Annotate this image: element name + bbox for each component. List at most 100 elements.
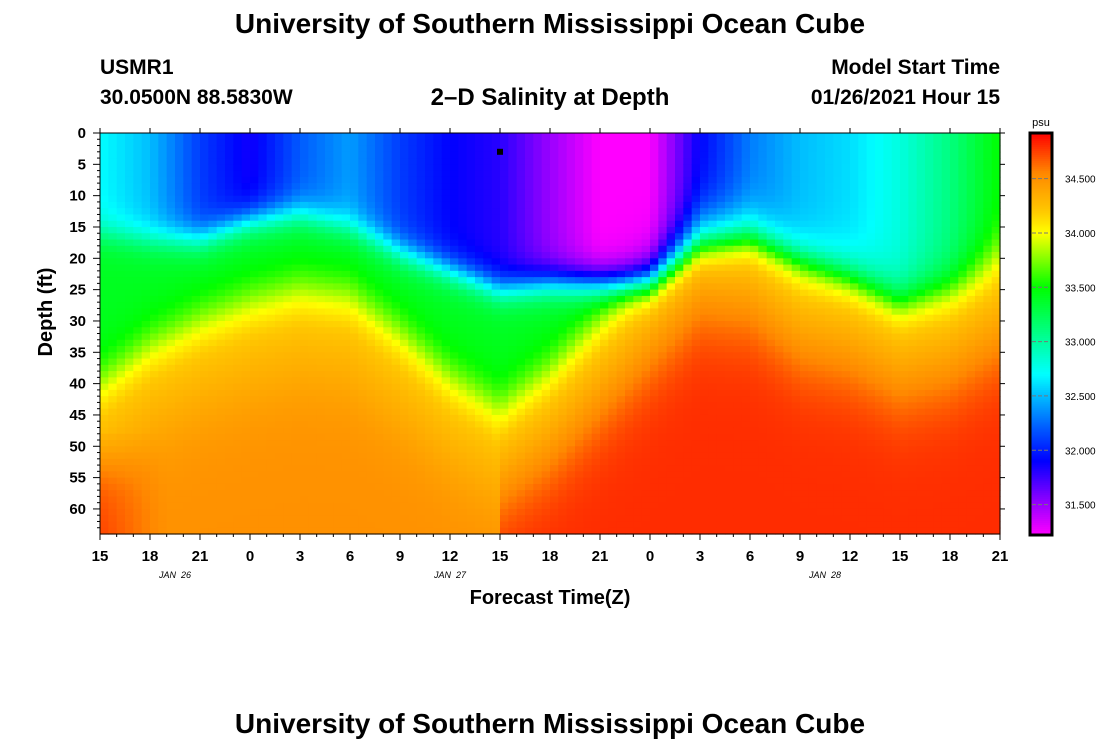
heatmap-cell <box>725 308 734 316</box>
heatmap-cell <box>341 414 351 422</box>
heatmap-cell <box>383 320 393 328</box>
heatmap-cell <box>475 195 484 203</box>
heatmap-cell <box>641 508 651 516</box>
heatmap-cell <box>458 458 468 466</box>
heatmap-cell <box>650 239 659 247</box>
heatmap-cell <box>658 295 668 303</box>
heatmap-cell <box>591 277 601 284</box>
heatmap-cell <box>658 214 668 222</box>
heatmap-cell <box>450 208 459 216</box>
heatmap-cell <box>416 258 426 266</box>
heatmap-cell <box>375 446 384 454</box>
heatmap-cell <box>316 458 326 466</box>
heatmap-cell <box>741 477 751 485</box>
heatmap-cell <box>716 183 726 190</box>
heatmap-cell <box>108 389 118 397</box>
heatmap-cell <box>483 195 493 203</box>
heatmap-cell <box>433 258 443 266</box>
heatmap-cell <box>233 183 243 190</box>
heatmap-cell <box>566 139 576 147</box>
heatmap-cell <box>150 396 159 404</box>
heatmap-cell <box>625 302 634 310</box>
heatmap-cell <box>408 396 418 404</box>
heatmap-cell <box>608 402 618 410</box>
heatmap-cell <box>350 402 359 410</box>
heatmap-cell <box>208 446 218 454</box>
heatmap-cell <box>100 258 109 266</box>
heatmap-cell <box>125 314 134 322</box>
heatmap-cell <box>133 295 143 303</box>
heatmap-cell <box>608 508 618 516</box>
heatmap-cell <box>183 208 193 216</box>
heatmap-cell <box>600 295 609 303</box>
heatmap-cell <box>675 145 684 153</box>
heatmap-cell <box>508 158 518 165</box>
heatmap-cell <box>733 515 743 523</box>
heatmap-cell <box>300 252 309 259</box>
heatmap-cell <box>508 527 518 535</box>
heatmap-cell <box>591 239 601 247</box>
heatmap-cell <box>233 264 243 272</box>
heatmap-cell <box>358 151 368 159</box>
heatmap-cell <box>375 245 384 253</box>
heatmap-cell <box>308 151 318 159</box>
heatmap-cell <box>316 496 326 504</box>
heatmap-cell <box>558 195 568 203</box>
heatmap-cell <box>700 440 709 447</box>
heatmap-cell <box>341 183 351 190</box>
heatmap-cell <box>458 402 468 410</box>
heatmap-cell <box>391 320 401 328</box>
heatmap-cell <box>666 327 676 335</box>
heatmap-cell <box>725 490 734 498</box>
heatmap-cell <box>325 201 334 209</box>
heatmap-cell <box>216 402 226 410</box>
heatmap-cell <box>200 289 209 297</box>
heatmap-cell <box>350 333 359 341</box>
heatmap-cell <box>316 471 326 479</box>
heatmap-cell <box>458 465 468 472</box>
heatmap-cell <box>408 201 418 209</box>
heatmap-cell <box>441 471 451 479</box>
heatmap-cell <box>508 440 518 447</box>
heatmap-cell <box>533 158 543 165</box>
heatmap-cell <box>241 289 251 297</box>
heatmap-cell <box>716 477 726 485</box>
heatmap-cell <box>391 145 401 153</box>
heatmap-cell <box>275 151 284 159</box>
heatmap-cell <box>316 145 326 153</box>
heatmap-cell <box>633 527 643 535</box>
heatmap-cell <box>475 189 484 197</box>
heatmap-cell <box>716 145 726 153</box>
heatmap-cell <box>433 383 443 391</box>
heatmap-cell <box>516 201 526 209</box>
heatmap-cell <box>225 176 234 184</box>
heatmap-cell <box>216 252 226 259</box>
heatmap-cell <box>716 302 726 310</box>
heatmap-cell <box>516 396 526 404</box>
heatmap-cell <box>600 214 609 222</box>
heatmap-cell <box>300 465 309 472</box>
heatmap-cell <box>258 252 268 259</box>
heatmap-cell <box>425 226 434 234</box>
heatmap-cell <box>208 414 218 422</box>
heatmap-cell <box>391 327 401 335</box>
heatmap-cell <box>700 270 709 278</box>
heatmap-cell <box>475 452 484 460</box>
heatmap-cell <box>625 183 634 190</box>
heatmap-cell <box>158 352 168 360</box>
heatmap-cell <box>133 245 143 253</box>
heatmap-cell <box>733 446 743 454</box>
heatmap-cell <box>241 396 251 404</box>
heatmap-cell <box>566 226 576 234</box>
heatmap-cell <box>691 195 701 203</box>
heatmap-cell <box>241 189 251 197</box>
heatmap-cell <box>483 314 493 322</box>
heatmap-cell <box>108 427 118 435</box>
heatmap-cell <box>683 139 693 147</box>
heatmap-cell <box>600 471 609 479</box>
heatmap-cell <box>616 339 626 347</box>
heatmap-cell <box>275 308 284 316</box>
heatmap-cell <box>583 521 593 529</box>
heatmap-cell <box>650 458 659 466</box>
heatmap-cell <box>408 383 418 391</box>
